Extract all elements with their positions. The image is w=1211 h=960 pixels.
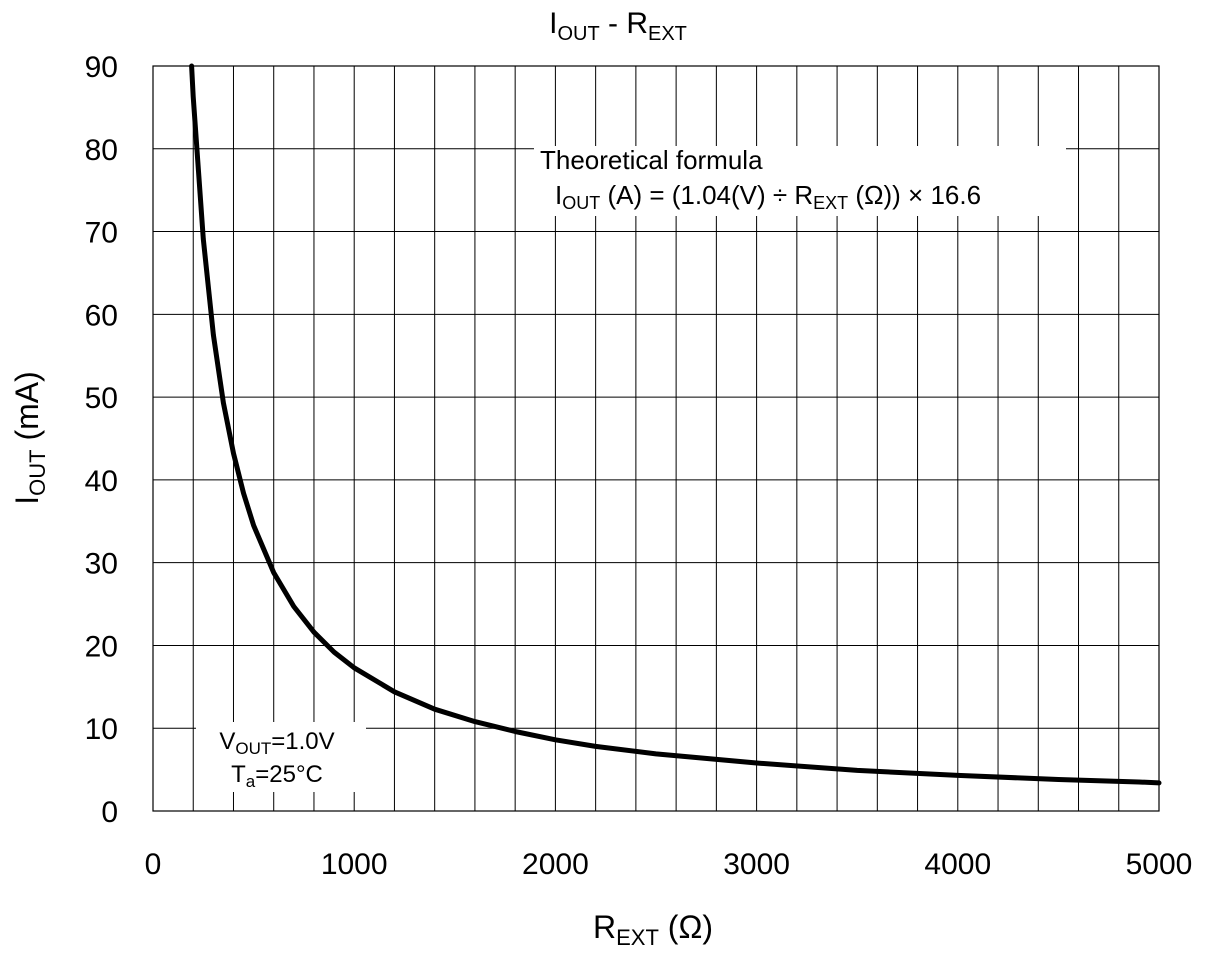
x-tick-label: 4000 <box>924 848 991 881</box>
y-tick-label: 50 <box>85 382 118 415</box>
x-tick-label: 5000 <box>1126 848 1193 881</box>
conditions-annotation: VOUT=1.0V Ta=25°C <box>196 722 366 792</box>
formula-title: Theoretical formula <box>540 145 763 175</box>
iout-curve <box>189 63 1162 786</box>
formula-equation: IOUT (A) = (1.04(V) ÷ REXT (Ω)) × 16.6 <box>555 180 981 213</box>
vout-condition: VOUT=1.0V <box>219 728 334 758</box>
y-tick-label: 40 <box>85 465 118 498</box>
formula-box <box>534 146 1066 216</box>
x-axis-label: REXT (Ω) <box>593 909 713 950</box>
grid <box>153 66 1159 811</box>
ta-condition: Ta=25°C <box>231 761 323 791</box>
y-tick-label: 30 <box>85 548 118 581</box>
y-tick-label: 80 <box>85 134 118 167</box>
y-axis-label: IOUT (mA) <box>9 371 50 505</box>
chart-title: IOUT - REXT <box>549 7 687 45</box>
y-tick-label: 70 <box>85 217 118 250</box>
plot-border <box>152 65 1160 812</box>
x-tick-label: 1000 <box>321 848 388 881</box>
formula-annotation: Theoretical formula IOUT (A) = (1.04(V) … <box>534 145 1066 216</box>
x-tick-label: 3000 <box>723 848 790 881</box>
y-tick-label: 20 <box>85 630 118 663</box>
x-tick-label: 2000 <box>522 848 589 881</box>
x-tick-labels: 0 1000 2000 3000 4000 5000 <box>145 848 1193 881</box>
y-tick-label: 90 <box>85 51 118 84</box>
x-tick-label: 0 <box>145 848 162 881</box>
conditions-box <box>196 722 366 792</box>
y-tick-labels: 0 10 20 30 40 50 60 70 80 90 <box>85 51 118 829</box>
y-tick-label: 10 <box>85 713 118 746</box>
y-tick-label: 60 <box>85 299 118 332</box>
y-tick-label: 0 <box>101 796 118 829</box>
